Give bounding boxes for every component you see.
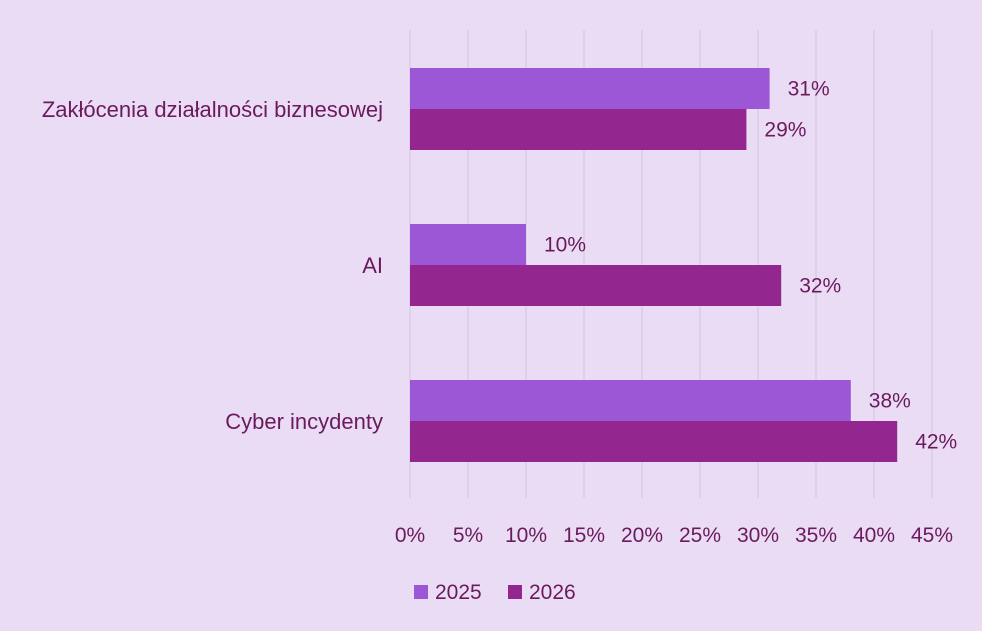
data-label: 42% [915, 431, 957, 454]
bar-2025-0 [410, 68, 770, 109]
bar-2026-1 [410, 265, 782, 306]
data-label: 10% [544, 234, 586, 257]
category-label: Zakłócenia działalności biznesowej [42, 97, 383, 122]
x-tick-label: 25% [679, 524, 721, 547]
x-tick-label: 5% [453, 524, 483, 547]
x-tick-label: 15% [563, 524, 605, 547]
x-tick-label: 0% [395, 524, 425, 547]
legend-swatch-2026 [508, 585, 522, 599]
x-tick-label: 45% [911, 524, 953, 547]
legend-label-2025: 2025 [435, 581, 482, 604]
bar-2026-0 [410, 109, 747, 150]
x-tick-label: 35% [795, 524, 837, 547]
x-tick-label: 30% [737, 524, 779, 547]
data-label: 38% [869, 390, 911, 413]
x-tick-label: 40% [853, 524, 895, 547]
x-tick-label: 10% [505, 524, 547, 547]
category-label: Cyber incydenty [225, 409, 383, 434]
bar-2025-2 [410, 380, 851, 421]
data-label: 32% [799, 275, 841, 298]
legend-label-2026: 2026 [529, 581, 576, 604]
legend-swatch-2025 [414, 585, 428, 599]
category-label: AI [362, 253, 383, 278]
x-tick-label: 20% [621, 524, 663, 547]
bar-2026-2 [410, 421, 898, 462]
data-label: 29% [764, 119, 806, 142]
data-label: 31% [788, 78, 830, 101]
bar-2025-1 [410, 224, 526, 265]
